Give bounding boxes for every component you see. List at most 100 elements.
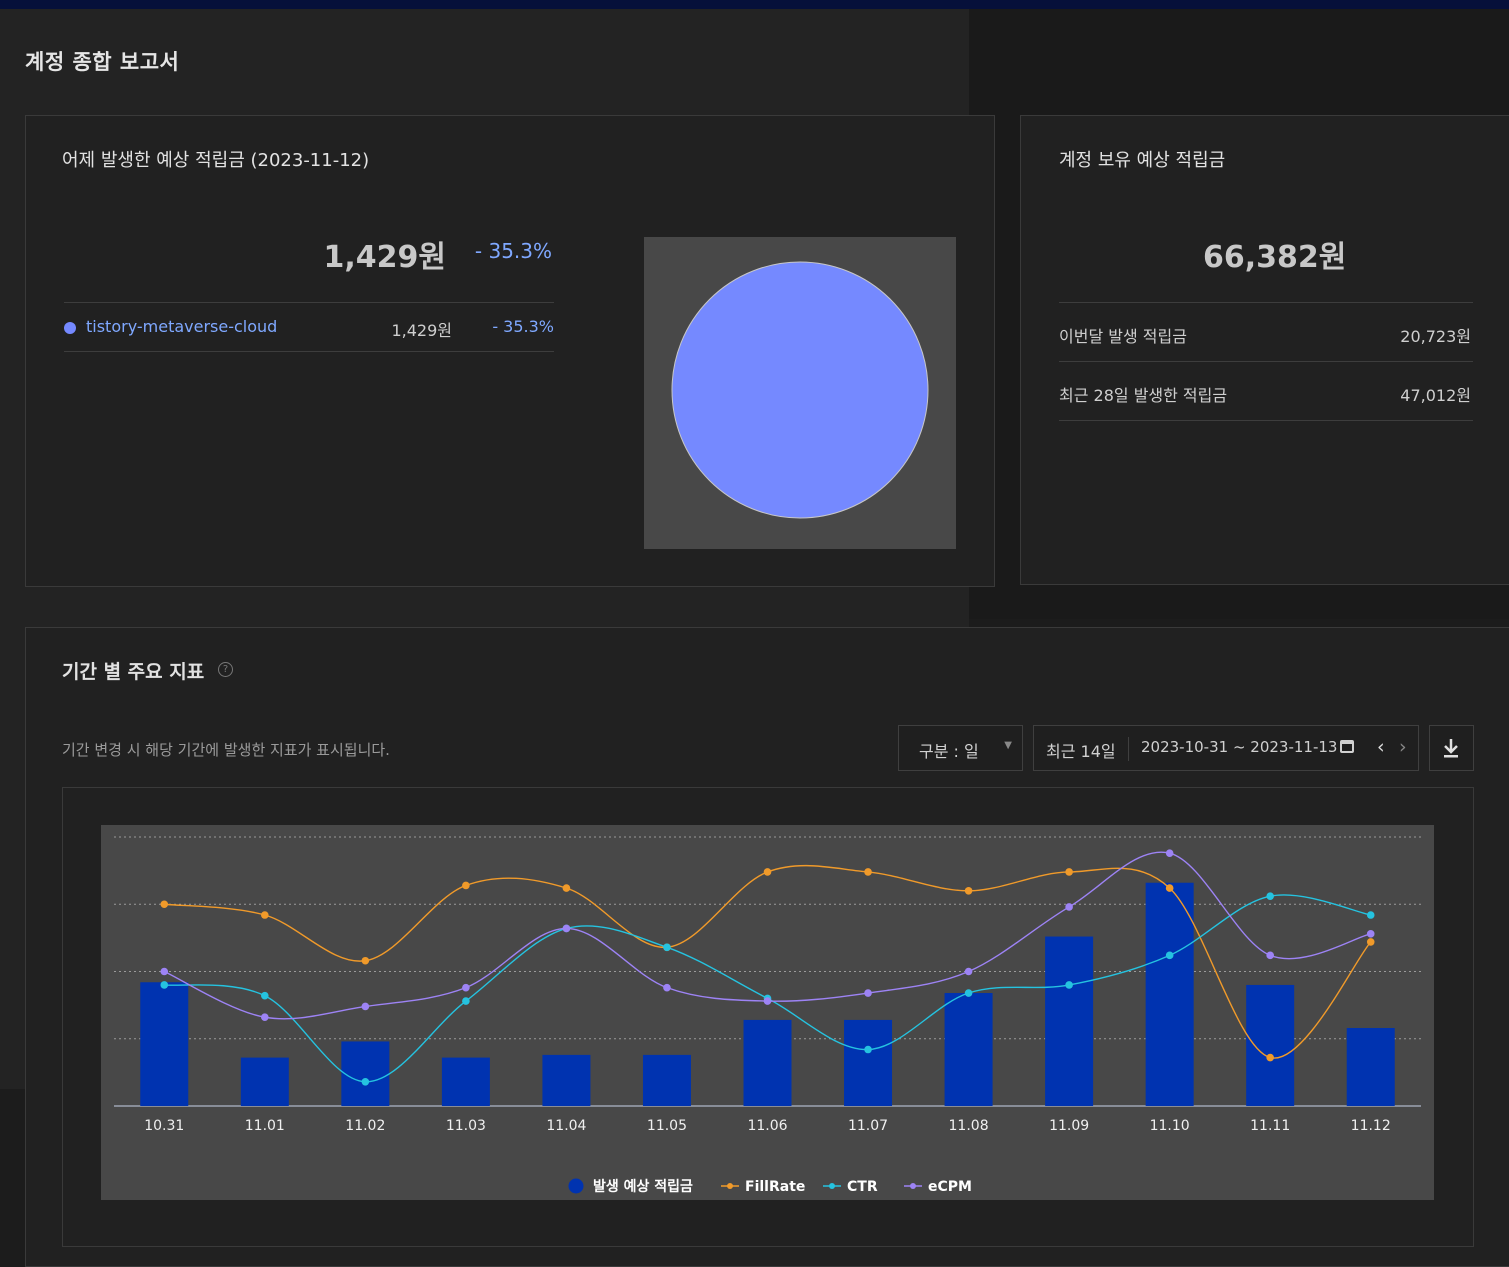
pie-chart <box>644 237 956 549</box>
x-tick-label: 11.02 <box>345 1118 385 1134</box>
unit-select-value: 구분 : 일 <box>919 742 979 761</box>
legend-marker-dot <box>910 1183 916 1189</box>
legend-marker-bar <box>568 1178 584 1194</box>
x-tick-label: 11.08 <box>949 1118 989 1134</box>
yesterday-card-title: 어제 발생한 예상 적립금 (2023-11-12) <box>62 150 370 171</box>
point-ecpm-11.08[interactable] <box>964 967 973 976</box>
point-fillrate-11.07[interactable] <box>864 868 872 876</box>
divider <box>1128 737 1129 761</box>
point-fillrate-11.03[interactable] <box>462 881 470 890</box>
point-ecpm-11.07[interactable] <box>864 989 872 997</box>
point-ctr-11.10[interactable] <box>1165 951 1174 960</box>
chevron-down-icon: ▼ <box>1004 740 1012 751</box>
point-ecpm-11.05[interactable] <box>663 983 671 992</box>
x-tick-label: 11.03 <box>446 1118 486 1134</box>
point-ctr-11.03[interactable] <box>462 997 470 1005</box>
bar-11.07[interactable] <box>844 1019 893 1106</box>
point-ctr-11.12[interactable] <box>1366 911 1375 919</box>
chart-area: 10.31 11.01 11.02 11.03 11.04 11.05 11.06 11.07… <box>101 825 1434 1200</box>
point-ecpm-11.11[interactable] <box>1266 951 1274 960</box>
bar-11.05[interactable] <box>642 1054 691 1106</box>
question-circle-icon[interactable]: ? <box>218 662 233 677</box>
chevron-left-icon[interactable]: ‹ <box>1377 736 1385 758</box>
point-ecpm-11.10[interactable] <box>1165 849 1174 857</box>
point-fillrate-11.06[interactable] <box>763 868 772 876</box>
top-bar <box>0 0 1509 9</box>
point-ctr-11.08[interactable] <box>964 989 973 997</box>
point-ecpm-11.12[interactable] <box>1366 930 1375 938</box>
point-ctr-11.07[interactable] <box>864 1045 872 1054</box>
point-ctr-10.31[interactable] <box>160 981 169 989</box>
unit-select[interactable]: 구분 : 일 ▼ <box>898 725 1023 771</box>
x-tick-label: 11.12 <box>1351 1118 1391 1134</box>
balance-amount: 66,382원 <box>1203 240 1347 275</box>
x-tick-label: 10.31 <box>144 1118 184 1134</box>
this-month-value: 20,723원 <box>1400 327 1471 346</box>
site-amount: 1,429원 <box>391 321 452 340</box>
legend-marker-dot <box>829 1183 835 1189</box>
bar-11.03[interactable] <box>441 1057 490 1106</box>
point-fillrate-11.09[interactable] <box>1065 868 1073 876</box>
point-ecpm-11.04[interactable] <box>562 924 571 933</box>
metrics-title: 기간 별 주요 지표 <box>62 661 205 683</box>
point-ecpm-11.06[interactable] <box>763 997 772 1005</box>
point-fillrate-11.12[interactable] <box>1366 938 1375 946</box>
legend-marker-dot <box>727 1183 733 1189</box>
bar-11.01[interactable] <box>240 1057 289 1106</box>
chevron-right-icon[interactable]: › <box>1399 736 1407 758</box>
bar-11.02[interactable] <box>341 1041 390 1106</box>
point-ctr-11.09[interactable] <box>1065 981 1073 989</box>
point-ecpm-11.01[interactable] <box>261 1013 269 1022</box>
bar-11.09[interactable] <box>1045 936 1094 1106</box>
x-tick-label: 11.07 <box>848 1118 888 1134</box>
point-ecpm-10.31[interactable] <box>160 967 169 976</box>
divider <box>64 302 554 303</box>
site-row[interactable]: tistory-metaverse-cloud 1,429원 - 35.3% <box>64 316 554 340</box>
point-ctr-11.11[interactable] <box>1266 892 1274 900</box>
calendar-icon[interactable] <box>1340 740 1354 753</box>
point-ecpm-11.03[interactable] <box>462 983 470 992</box>
bar-11.10[interactable] <box>1145 882 1194 1106</box>
point-ecpm-11.02[interactable] <box>361 1002 370 1011</box>
bar-10.31[interactable] <box>140 982 189 1106</box>
yesterday-earnings-card: 어제 발생한 예상 적립금 (2023-11-12) 1,429원 - 35.3… <box>25 115 995 587</box>
point-ctr-11.01[interactable] <box>261 991 269 1000</box>
x-tick-label: 11.10 <box>1150 1118 1190 1134</box>
x-tick-label: 11.11 <box>1250 1118 1290 1134</box>
yesterday-change: - 35.3% <box>474 239 552 263</box>
x-tick-label: 11.05 <box>647 1118 687 1134</box>
point-ctr-11.02[interactable] <box>361 1077 370 1086</box>
point-fillrate-11.11[interactable] <box>1266 1053 1274 1062</box>
point-ecpm-11.09[interactable] <box>1065 903 1073 911</box>
date-range-picker[interactable]: 최근 14일 2023-10-31 ~ 2023-11-13 ‹ › <box>1033 725 1419 771</box>
x-tick-label: 11.01 <box>245 1118 285 1134</box>
pie-slice-tistory-metaverse-cloud[interactable] <box>671 261 929 519</box>
point-fillrate-10.31[interactable] <box>160 900 169 909</box>
point-fillrate-11.10[interactable] <box>1165 884 1174 892</box>
yesterday-amount: 1,429원 <box>323 240 447 275</box>
this-month-label: 이번달 발생 적립금 <box>1059 327 1187 346</box>
bar-11.11[interactable] <box>1246 984 1295 1106</box>
x-tick-label: 11.06 <box>747 1118 787 1134</box>
date-range-text: 2023-10-31 ~ 2023-11-13 <box>1141 738 1338 756</box>
download-button[interactable] <box>1429 725 1474 771</box>
bar-11.08[interactable] <box>944 993 993 1106</box>
x-tick-label: 11.04 <box>546 1118 586 1134</box>
page-title: 계정 종합 보고서 <box>25 50 180 74</box>
range-label: 최근 14일 <box>1046 742 1116 761</box>
divider <box>64 351 554 352</box>
legend-label[interactable]: CTR <box>847 1179 878 1195</box>
point-fillrate-11.01[interactable] <box>261 911 269 919</box>
point-ctr-11.05[interactable] <box>663 943 671 952</box>
point-fillrate-11.08[interactable] <box>964 887 973 895</box>
bar-11.12[interactable] <box>1346 1027 1395 1106</box>
point-fillrate-11.02[interactable] <box>361 956 370 965</box>
point-fillrate-11.04[interactable] <box>562 884 571 892</box>
legend-label[interactable]: eCPM <box>928 1179 972 1195</box>
site-name: tistory-metaverse-cloud <box>86 317 278 336</box>
legend-label[interactable]: 발생 예상 적립금 <box>593 1178 693 1195</box>
bar-11.04[interactable] <box>542 1054 591 1106</box>
legend-label[interactable]: FillRate <box>745 1179 805 1195</box>
download-icon <box>1444 739 1458 758</box>
bar-11.06[interactable] <box>743 1019 792 1106</box>
